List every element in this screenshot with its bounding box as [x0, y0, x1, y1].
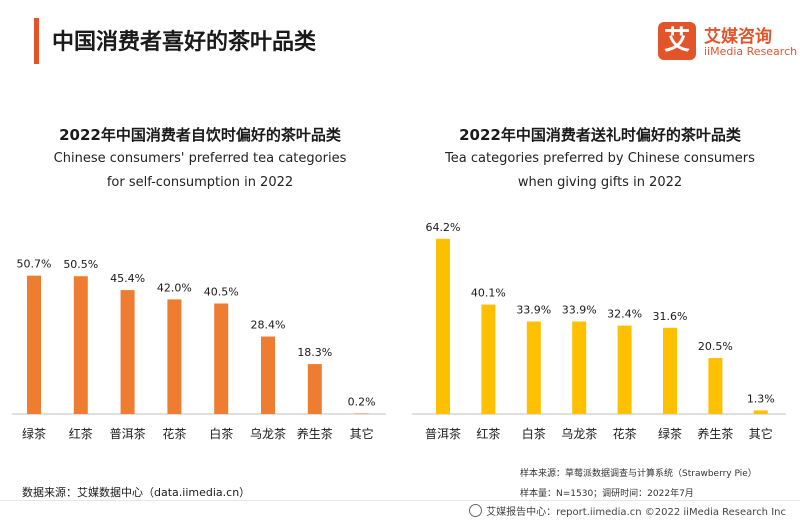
data-label: 1.3%: [747, 392, 775, 405]
bar: [753, 410, 768, 414]
footer-divider: [0, 500, 800, 501]
data-label: 50.7%: [17, 258, 52, 271]
data-label: 31.6%: [653, 310, 688, 323]
category-tick-label: 其它: [749, 426, 773, 441]
category-tick-label: 其它: [350, 426, 374, 441]
bar: [481, 304, 496, 414]
category-tick-label: 乌龙茶: [250, 426, 286, 441]
category-tick-label: 红茶: [69, 426, 93, 441]
bar: [261, 336, 275, 414]
category-tick-label: 花茶: [613, 426, 637, 441]
self-consumption-bar-chart: 50.7% 绿茶 50.5% 红茶 45.4% 普洱茶 42.0% 花茶 40.5% 白茶 28.4…: [12, 258, 386, 441]
category-tick-label: 绿茶: [22, 426, 46, 441]
chart-title: 2022年中国消费者送礼时偏好的茶叶品类: [459, 126, 741, 144]
category-tick-label: 普洱茶: [110, 426, 146, 441]
sample-source-note: 样本来源：草莓派数据调查与计算系统（Strawberry Pie）: [520, 469, 757, 479]
category-tick-label: 红茶: [476, 426, 500, 441]
chart-subtitle-line2: for self-consumption in 2022: [106, 175, 294, 190]
data-label: 40.1%: [471, 287, 506, 300]
globe-icon: [469, 504, 483, 517]
chart-subtitle-line1: Tea categories preferred by Chinese cons…: [445, 151, 755, 166]
data-label: 0.2%: [348, 395, 376, 408]
gift-giving-bar-chart: 64.2% 普洱茶 40.1% 红茶 33.9% 白茶 33.9% 乌龙茶 32.4% 花茶 31.…: [412, 221, 786, 441]
category-tick-label: 白茶: [209, 426, 233, 441]
category-tick-label: 普洱茶: [425, 426, 461, 441]
data-label: 42.0%: [157, 281, 192, 294]
bar: [572, 321, 587, 414]
data-label: 40.5%: [204, 285, 239, 298]
bar: [354, 413, 369, 414]
data-label: 45.4%: [110, 272, 145, 285]
iimedia-logo: 艾 艾媒咨询 iiMedia Research: [658, 22, 797, 62]
bar: [120, 290, 135, 414]
logo-badge-icon: 艾: [658, 22, 696, 60]
data-label: 32.4%: [607, 308, 642, 321]
data-label: 50.5%: [63, 258, 98, 271]
category-tick-label: 养生茶: [297, 426, 333, 441]
category-tick-label: 绿茶: [658, 426, 682, 441]
category-tick-label: 乌龙茶: [561, 426, 597, 441]
bar: [663, 327, 677, 414]
category-tick-label: 白茶: [522, 426, 546, 441]
chart-title: 2022年中国消费者自饮时偏好的茶叶品类: [59, 126, 341, 144]
data-label: 28.4%: [251, 319, 286, 332]
category-tick-label: 花茶: [162, 426, 186, 441]
data-label: 33.9%: [562, 304, 597, 317]
category-tick-label: 养生茶: [697, 426, 733, 441]
bar: [708, 358, 723, 414]
chart-subtitle-line2: when giving gifts in 2022: [517, 175, 683, 190]
chart-subtitle-line1: Chinese consumers' preferred tea categor…: [53, 151, 347, 166]
bar: [307, 364, 322, 414]
gift-giving-chart-panel: 2022年中国消费者送礼时偏好的茶叶品类 Tea categories pref…: [400, 124, 800, 454]
data-source-note: 数据来源：艾媒数据中心（data.iimedia.cn）: [22, 486, 251, 499]
bar: [167, 299, 182, 414]
footer-copyright: 艾媒报告中心：report.iimedia.cn ©2022 iiMedia R…: [469, 503, 786, 518]
logo-name-cn: 艾媒咨询: [704, 27, 772, 47]
report-center-text: 艾媒报告中心：report.iimedia.cn ©2022 iiMedia R…: [486, 507, 786, 518]
data-label: 20.5%: [698, 340, 733, 353]
bar: [526, 321, 541, 414]
data-label: 18.3%: [297, 346, 332, 359]
sample-size-note: 样本量：N=1530；调研时间：2022年7月: [520, 489, 694, 499]
bar: [436, 238, 450, 414]
bar: [27, 275, 41, 414]
data-label: 33.9%: [516, 304, 551, 317]
self-consumption-chart-panel: 2022年中国消费者自饮时偏好的茶叶品类 Chinese consumers' …: [0, 124, 400, 454]
bar: [73, 276, 88, 414]
title-accent-bar: [34, 18, 39, 64]
page-title: 中国消费者喜好的茶叶品类: [52, 30, 317, 55]
bar: [617, 325, 632, 414]
logo-name-en: iiMedia Research: [704, 45, 798, 58]
bar: [214, 303, 229, 414]
data-label: 64.2%: [426, 221, 461, 234]
